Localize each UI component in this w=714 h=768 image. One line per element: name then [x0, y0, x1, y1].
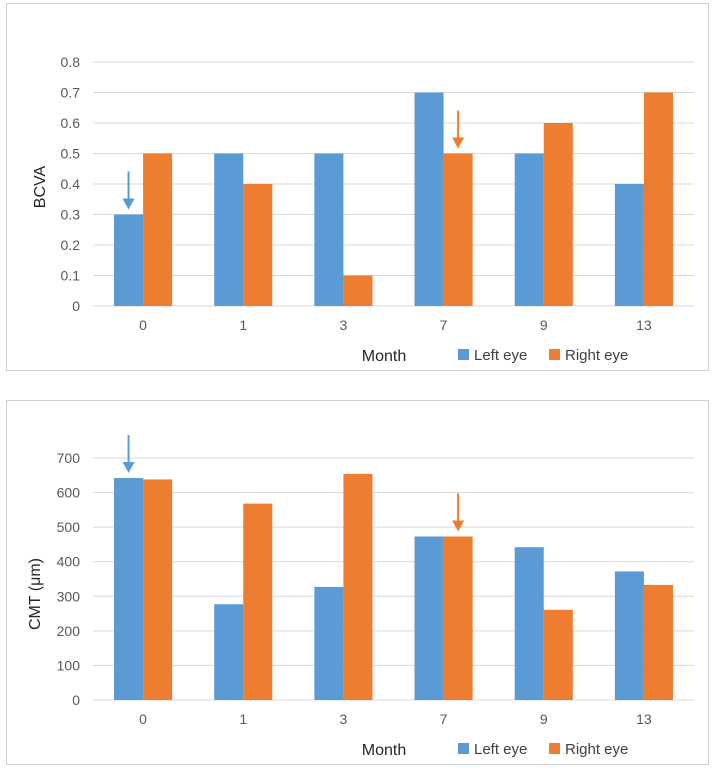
x-axis-title: Month	[362, 348, 406, 365]
bar-left-eye	[214, 153, 244, 306]
x-tick-label: 1	[239, 317, 247, 333]
bar-right-eye	[243, 184, 273, 306]
bar-right-eye	[443, 153, 473, 306]
x-tick-label: 13	[636, 317, 652, 333]
x-tick-label: 0	[139, 711, 147, 727]
x-tick-label: 0	[139, 317, 147, 333]
arrow-head	[122, 198, 135, 210]
legend: Left eye Right eye	[458, 741, 628, 758]
bcva-bar-chart: BCVA Month 00.10.20.30.40.50.60.70.80 1 3 7…	[32, 54, 694, 365]
y-tick-label: 0.3	[61, 207, 81, 223]
y-tick-label: 0.5	[61, 146, 81, 162]
bar-left-eye	[314, 586, 344, 700]
bar-right-eye	[543, 609, 573, 700]
bar-right-eye	[643, 92, 673, 306]
legend: Left eye Right eye	[458, 347, 628, 364]
bar-right-eye	[143, 479, 173, 700]
arrow-head	[452, 520, 465, 532]
legend-label-left-eye: Left eye	[474, 347, 527, 364]
annotation-arrow-icon	[122, 435, 135, 474]
x-axis-title: Month	[362, 742, 406, 759]
annotation-arrow-icon	[452, 493, 465, 532]
bar-right-eye	[643, 584, 673, 700]
y-tick-label: 200	[57, 623, 81, 639]
bar-right-eye	[243, 503, 273, 700]
arrow-head	[452, 137, 465, 149]
x-tick-label: 9	[540, 317, 548, 333]
bar-left-eye	[514, 153, 544, 306]
y-tick-label: 0.6	[61, 115, 81, 131]
bar-left-eye	[114, 478, 144, 700]
x-tick-label: 7	[440, 711, 448, 727]
bar-left-eye	[614, 571, 644, 700]
bar-left-eye	[414, 92, 444, 306]
y-tick-label: 0.2	[61, 237, 81, 253]
y-tick-label: 0	[72, 298, 80, 314]
x-tick-label: 7	[440, 317, 448, 333]
bar-left-eye	[614, 184, 644, 306]
legend-label-left-eye: Left eye	[474, 741, 527, 758]
y-tick-label: 400	[57, 554, 81, 570]
bar-left-eye	[314, 153, 344, 306]
y-tick-label: 0.1	[61, 268, 81, 284]
y-tick-label: 0.4	[61, 176, 81, 192]
legend-label-right-eye: Right eye	[565, 347, 628, 364]
bar-left-eye	[414, 536, 444, 700]
bar-right-eye	[343, 473, 373, 700]
x-tick-label: 9	[540, 711, 548, 727]
bar-right-eye	[343, 275, 373, 306]
y-tick-label: 600	[57, 485, 81, 501]
x-tick-label: 13	[636, 711, 652, 727]
x-tick-label: 3	[340, 317, 348, 333]
bar-left-eye	[214, 604, 244, 700]
legend-swatch-right-eye	[549, 743, 560, 754]
bar-right-eye	[143, 153, 173, 306]
arrow-head	[122, 462, 135, 474]
bar-right-eye	[543, 123, 573, 306]
y-axis-title: CMT (μm)	[27, 558, 44, 630]
y-axis-title: BCVA	[32, 165, 49, 208]
cmt-chart-panel: CMT (μm) Month 0 100 200 300 400 500 600 700 0 1 3…	[6, 400, 709, 765]
y-tick-label: 0	[72, 692, 80, 708]
annotation-arrow-icon	[452, 110, 465, 149]
bar-right-eye	[443, 536, 473, 700]
y-tick-label: 100	[57, 657, 81, 673]
bcva-chart-panel: BCVA Month 0 0.1 0.2 0.3 0.4 0.5 0.6 0.7 0.8 0 1 3 7…	[6, 3, 709, 371]
x-tick-label: 1	[239, 711, 247, 727]
y-tick-label: 300	[57, 588, 81, 604]
legend-label-right-eye: Right eye	[565, 741, 628, 758]
legend-swatch-left-eye	[458, 743, 469, 754]
bar-left-eye	[514, 547, 544, 700]
y-tick-label: 0.8	[61, 54, 81, 70]
legend-swatch-left-eye	[458, 349, 469, 360]
y-tick-label: 0.7	[61, 85, 81, 101]
y-tick-label: 500	[57, 519, 81, 535]
x-tick-label: 3	[340, 711, 348, 727]
y-tick-label: 700	[57, 450, 81, 466]
bar-left-eye	[114, 214, 144, 306]
annotation-arrow-icon	[122, 171, 135, 210]
legend-swatch-right-eye	[549, 349, 560, 360]
